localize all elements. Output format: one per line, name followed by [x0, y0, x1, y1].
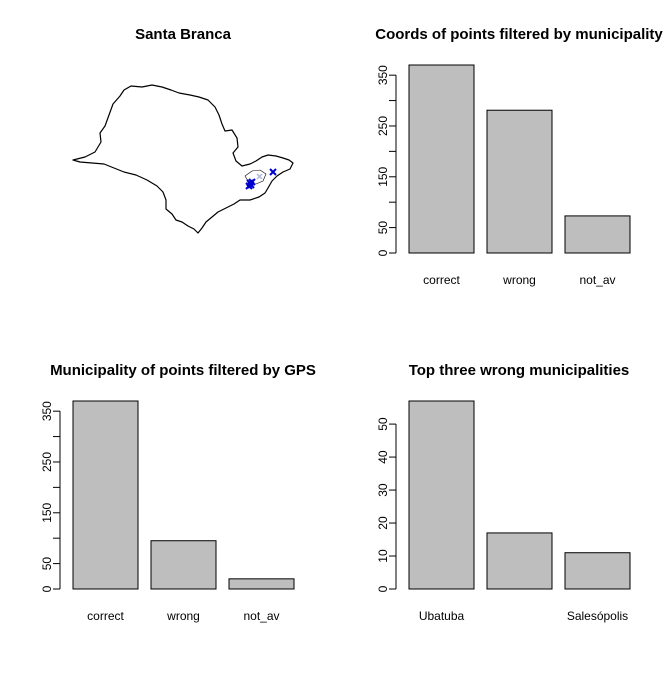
y-tick-label: 30: [376, 483, 390, 497]
y-tick-label: 0: [376, 585, 390, 592]
chart-title: Top three wrong municipalities: [409, 362, 630, 379]
x-tick-label: correct: [423, 273, 460, 287]
bar: [564, 215, 631, 254]
y-tick-label: 350: [40, 401, 54, 421]
x-tick-label: Salesópolis: [567, 609, 628, 623]
x-tick-label: Ubatuba: [419, 609, 465, 623]
y-tick-label: 150: [40, 502, 54, 522]
x-tick-label: wrong: [166, 609, 200, 623]
point-marker-faded: [256, 173, 263, 180]
point-marker: [269, 168, 277, 176]
bar: [408, 64, 475, 254]
y-tick-label: 50: [40, 557, 54, 571]
bars-top-wrong: [408, 400, 631, 590]
bar: [486, 109, 553, 254]
y-tick-label: 50: [376, 417, 390, 431]
x-labels-municipality: correct wrong not_av: [87, 609, 279, 623]
y-tick-label: 20: [376, 516, 390, 530]
x-tick-label: not_av: [579, 273, 615, 287]
chart-title: Municipality of points filtered by GPS: [50, 362, 316, 379]
bars-coords: [408, 64, 631, 254]
point-marker: [245, 182, 253, 190]
x-tick-label: wrong: [502, 273, 536, 287]
x-labels-top-wrong: Ubatuba Salesópolis: [419, 609, 628, 623]
y-tick-label: 0: [376, 249, 390, 256]
chart-panel-top-wrong: Top three wrong municipalities 0 10 20 30 40…: [376, 362, 631, 623]
y-axis-municipality: 0 50 150 250 350: [40, 401, 61, 592]
bar: [564, 552, 631, 590]
y-tick-label: 250: [376, 116, 390, 136]
y-axis-coords: 0 50 150 250 350: [376, 65, 397, 256]
chart-panel-municipality: Municipality of points filtered by GPS 0…: [40, 362, 316, 623]
x-labels-coords: correct wrong not_av: [423, 273, 615, 287]
y-tick-label: 0: [40, 585, 54, 592]
map-panel: Santa Branca: [72, 26, 294, 234]
state-outline: [72, 84, 294, 234]
y-tick-label: 40: [376, 450, 390, 464]
bar: [150, 540, 217, 590]
bar: [408, 400, 475, 590]
y-tick-label: 350: [376, 65, 390, 85]
x-tick-label: correct: [87, 609, 124, 623]
y-tick-label: 10: [376, 549, 390, 563]
bars-municipality: [72, 400, 295, 590]
chart-title: Coords of points filtered by municipalit…: [375, 26, 663, 43]
chart-panel-coords: Coords of points filtered by municipalit…: [375, 26, 663, 287]
y-tick-label: 250: [40, 452, 54, 472]
map-title: Santa Branca: [135, 26, 232, 43]
bar: [228, 578, 295, 590]
bar: [486, 532, 553, 590]
bar: [72, 400, 139, 590]
y-tick-label: 50: [376, 221, 390, 235]
filtered-points: [245, 168, 277, 190]
x-tick-label: not_av: [243, 609, 279, 623]
y-axis-top-wrong: 0 10 20 30 40 50: [376, 417, 397, 592]
y-tick-label: 150: [376, 166, 390, 186]
